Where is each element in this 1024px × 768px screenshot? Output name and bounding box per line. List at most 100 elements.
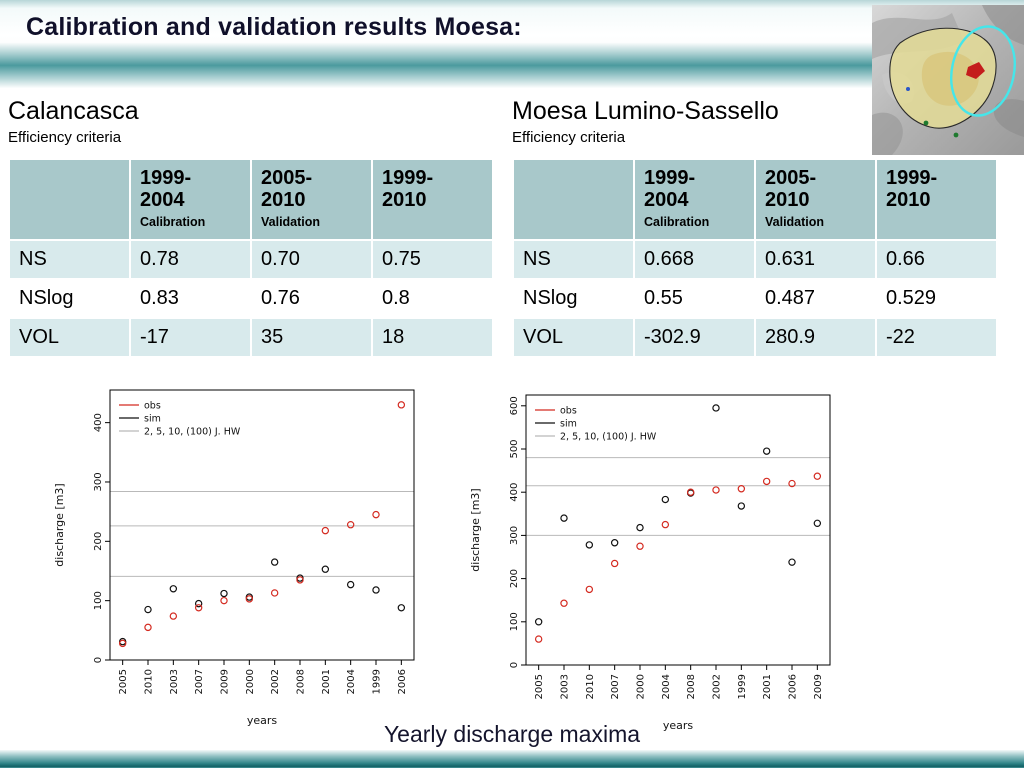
value-cell: 0.529 [877,279,996,317]
svg-text:2000: 2000 [636,674,647,699]
value-cell: 35 [252,318,371,356]
map-gauge-dot [906,87,910,91]
value-cell: -302.9 [635,318,754,356]
svg-text:2008: 2008 [296,669,307,694]
table-row: NS 0.668 0.631 0.66 [514,240,996,278]
column-subhead: Calibration [644,214,710,229]
svg-text:2003: 2003 [560,674,571,699]
column-subhead: Validation [765,214,825,229]
value-cell: 0.8 [373,279,492,317]
table-corner-cell [10,160,129,239]
svg-text:2005: 2005 [534,674,545,699]
svg-text:100: 100 [93,591,104,610]
column-range: 1999- 2004 [644,167,696,212]
svg-text:discharge [m3]: discharge [m3] [469,488,482,571]
svg-text:2002: 2002 [712,674,723,699]
svg-text:1999: 1999 [372,669,383,694]
svg-text:2001: 2001 [321,669,332,694]
row-label-cell: NSlog [514,279,633,317]
value-cell: 18 [373,318,492,356]
column-header: 2005- 2010 Validation [252,160,371,239]
map-gauge-dot [923,120,929,126]
efficiency-table-calancasca: 1999- 2004 Calibration 2005- 2010 Valida… [8,158,494,358]
row-label-cell: VOL [10,318,129,356]
svg-text:2010: 2010 [144,669,155,694]
column-range: 1999- 2010 [382,167,434,212]
svg-text:sim: sim [560,419,577,430]
svg-text:0: 0 [509,662,520,668]
svg-text:2, 5, 10, (100) J. HW: 2, 5, 10, (100) J. HW [560,432,657,443]
svg-text:2008: 2008 [686,674,697,699]
svg-text:2004: 2004 [661,674,672,699]
column-range: 2005- 2010 [765,167,817,212]
section-title: Moesa Lumino-Sassello [512,97,779,125]
svg-text:600: 600 [509,396,520,415]
section-subtitle: Efficiency criteria [512,129,626,146]
column-header: 2005- 2010 Validation [756,160,875,239]
svg-text:2007: 2007 [194,669,205,694]
value-cell: 0.668 [635,240,754,278]
value-cell: 0.631 [756,240,875,278]
table-row: NSlog 0.55 0.487 0.529 [514,279,996,317]
footer-band [0,750,1024,768]
column-header: 1999- 2004 Calibration [635,160,754,239]
svg-text:2001: 2001 [762,674,773,699]
column-range: 2005- 2010 [261,167,313,212]
calancasca-discharge-chart: 0 100 200 300 400 2005 2010 2003 2007 2009 2000 200… [53,389,415,727]
value-cell: 0.83 [131,279,250,317]
svg-text:300: 300 [93,472,104,491]
section-moesa-lumino-sassello: Moesa Lumino-Sassello Efficiency criteri… [512,97,998,358]
value-cell: 0.66 [877,240,996,278]
svg-text:2006: 2006 [397,669,408,694]
svg-text:1999: 1999 [737,674,748,699]
svg-text:2010: 2010 [585,674,596,699]
svg-text:obs: obs [144,401,161,412]
table-row: VOL -17 35 18 [10,318,492,356]
efficiency-table-moesa: 1999- 2004 Calibration 2005- 2010 Valida… [512,158,998,358]
slide-caption: Yearly discharge maxima [383,721,641,747]
table-corner-cell [514,160,633,239]
value-cell: 0.55 [635,279,754,317]
column-header: 1999- 2004 Calibration [131,160,250,239]
value-cell: 0.487 [756,279,875,317]
value-cell: -17 [131,318,250,356]
svg-text:2, 5, 10, (100) J. HW: 2, 5, 10, (100) J. HW [144,427,241,438]
svg-text:200: 200 [509,569,520,588]
column-subhead: Calibration [140,214,206,229]
row-label-cell: NS [514,240,633,278]
svg-text:2009: 2009 [220,669,231,694]
value-cell: 0.78 [131,240,250,278]
value-cell: -22 [877,318,996,356]
svg-text:2006: 2006 [788,674,799,699]
moesa-discharge-chart: 0 100 200 300 400 500 600 2005 2003 2010 2007 2000 2… [469,394,831,732]
svg-text:discharge [m3]: discharge [m3] [53,483,66,566]
value-cell: 0.76 [252,279,371,317]
svg-text:2005: 2005 [118,669,129,694]
table-row: VOL -302.9 280.9 -22 [514,318,996,356]
basin-map-image [872,5,1024,155]
row-label-cell: NSlog [10,279,129,317]
table-header-row: 1999- 2004 Calibration 2005- 2010 Valida… [10,160,492,239]
svg-text:2002: 2002 [270,669,281,694]
column-range: 1999- 2004 [140,167,192,212]
table-row: NSlog 0.83 0.76 0.8 [10,279,492,317]
svg-text:400: 400 [93,413,104,432]
value-cell: 280.9 [756,318,875,356]
section-subtitle: Efficiency criteria [8,129,122,146]
map-red-area-marker [966,62,985,79]
svg-text:2003: 2003 [169,669,180,694]
svg-text:2009: 2009 [813,674,824,699]
svg-text:400: 400 [509,483,520,502]
svg-text:300: 300 [509,526,520,545]
table-header-row: 1999- 2004 Calibration 2005- 2010 Valida… [514,160,996,239]
map-highlight-ellipse [950,25,1016,117]
column-header: 1999- 2010 [373,160,492,239]
column-subhead: Validation [261,214,321,229]
column-header: 1999- 2010 [877,160,996,239]
slide-header: Calibration and validation results Moesa… [0,0,1024,92]
svg-text:500: 500 [509,439,520,458]
svg-text:obs: obs [560,406,577,417]
svg-text:2007: 2007 [610,674,621,699]
section-title: Calancasca [8,97,139,125]
svg-text:years: years [663,719,694,732]
